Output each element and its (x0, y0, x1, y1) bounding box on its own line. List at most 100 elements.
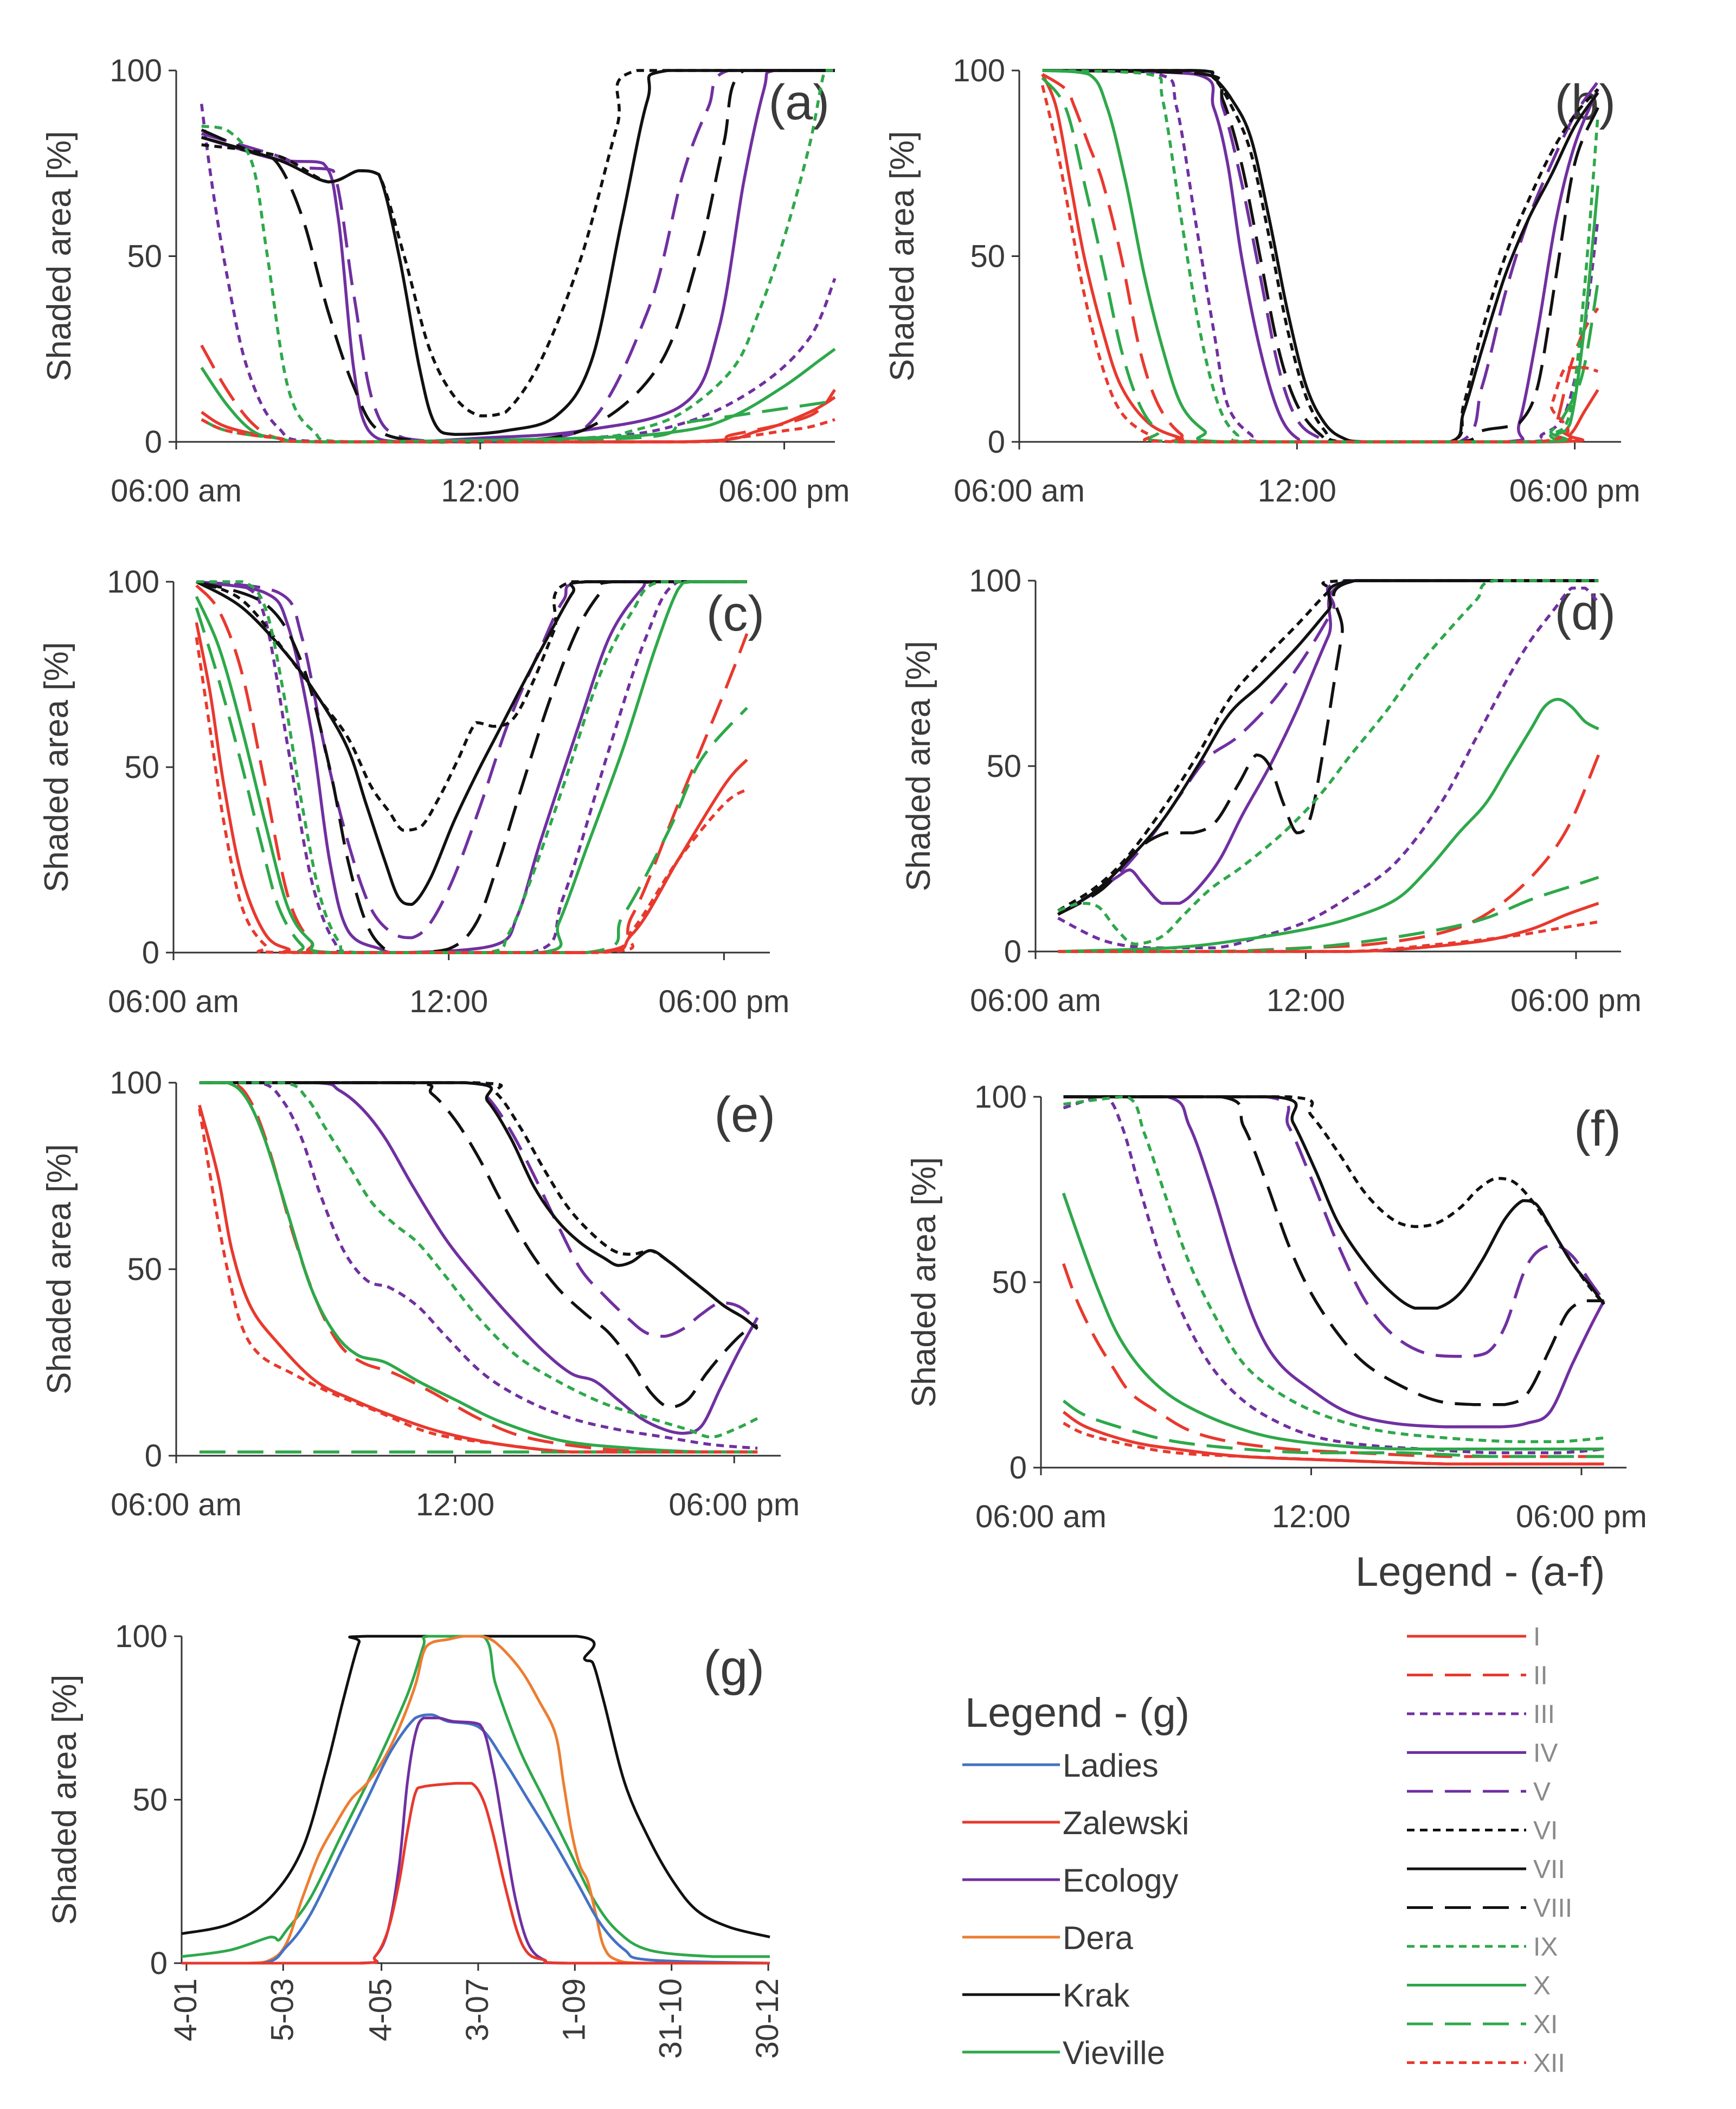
y-tick-label: 0 (1010, 1450, 1027, 1486)
series-line-ix (1042, 69, 1600, 443)
y-tick-label: 100 (974, 1079, 1027, 1115)
y-tick-label: 100 (115, 1619, 168, 1654)
series-line-ix (201, 69, 835, 443)
panel-label: (c) (706, 586, 764, 641)
series-line-vi (201, 69, 835, 417)
legend-af-label: VI (1533, 1817, 1558, 1846)
x-tick-label: 06:00 pm (668, 1487, 800, 1522)
x-tick-label: 06:00 am (970, 983, 1101, 1018)
y-tick-label: 50 (127, 1252, 162, 1287)
series-line-ii (1041, 73, 1599, 443)
panel-label: (b) (1555, 75, 1616, 130)
series-line-ii (1058, 754, 1600, 953)
x-tick-label: 06:00 am (111, 473, 242, 509)
series-line-vi (1042, 69, 1599, 443)
series-line-zalewski (181, 1782, 770, 1965)
series-line-v (199, 1081, 758, 1338)
series-line-xi (1062, 1399, 1604, 1458)
y-tick-label: 0 (1004, 934, 1021, 969)
x-tick-label: 06:00 am (954, 473, 1085, 509)
x-tick-label: 12:00 (441, 473, 519, 509)
y-tick-label: 0 (988, 425, 1005, 460)
legend-g-label: Zalewski (1063, 1805, 1189, 1841)
y-tick-label: 50 (124, 750, 159, 785)
legend-af-label: I (1533, 1623, 1540, 1651)
series-line-xii (1063, 1422, 1604, 1465)
series-line-xii (198, 1108, 758, 1454)
series-line-xii (1041, 85, 1599, 443)
panel-label: (g) (704, 1641, 764, 1696)
series-line-iv (201, 69, 835, 443)
x-tick-label: 5-03 (265, 1978, 300, 2041)
series-line-iii (200, 104, 837, 443)
legend-g: Legend - (g) Ladies Zalewski Ecology Dera Kr… (962, 1690, 1190, 2071)
legend-g-label: Dera (1063, 1920, 1134, 1956)
series-line-vi (1057, 579, 1599, 912)
x-tick-label: 12:00 (1258, 473, 1336, 509)
legend-af-label: VII (1533, 1855, 1565, 1884)
x-tick-label: 12:00 (1272, 1499, 1351, 1534)
panel-c: 0 50 100 06:00 am 12:00 06:00 pm Shaded area [… (38, 564, 789, 1019)
legend-af-label: X (1533, 1972, 1551, 2001)
legend-af-label: XI (1533, 2010, 1558, 2039)
y-tick-label: 50 (132, 1783, 168, 1818)
legend-g-label: Vieville (1063, 2035, 1165, 2071)
x-tick-label: 1-09 (556, 1978, 591, 2041)
series-line-vi (1063, 1095, 1605, 1306)
series-line-iii (1063, 1095, 1604, 1455)
series-line-x (1058, 698, 1599, 953)
series-line-dera (181, 1635, 770, 1965)
series-line-iii (1042, 69, 1600, 443)
panel-g: 0 50 100 4-01 5-03 4-05 3-07 1-09 31-10 30-12 Shad… (46, 1619, 785, 2059)
series-line-iv (1042, 69, 1599, 443)
series-line-i (1058, 902, 1599, 953)
panel-label: (e) (715, 1087, 775, 1142)
series-line-vieville (181, 1635, 770, 1958)
series-line-xii (195, 637, 748, 954)
series-line-viii (1042, 69, 1599, 443)
legend-af-label: V (1533, 1778, 1551, 1806)
series-line-x (1042, 69, 1600, 443)
series-line-xii (1058, 920, 1599, 953)
legend-af-label: IX (1533, 1933, 1558, 1962)
series-line-iii (199, 1081, 758, 1450)
y-tick-label: 50 (992, 1265, 1027, 1300)
series-line-ecology (181, 1716, 770, 1965)
x-tick-label: 4-05 (363, 1978, 398, 2041)
series-line-x (199, 1081, 758, 1454)
panel-label: (d) (1555, 585, 1616, 640)
legend-af-label: II (1533, 1662, 1548, 1690)
y-tick-label: 50 (127, 239, 162, 274)
series-line-ix (196, 580, 747, 954)
series-line-v (201, 69, 835, 443)
series-line-iv (196, 580, 747, 954)
x-tick-label: 12:00 (409, 984, 488, 1019)
series-line-viii (196, 580, 747, 954)
y-tick-label: 0 (145, 425, 162, 460)
x-tick-label: 12:00 (1266, 983, 1345, 1018)
panel-d: 0 50 100 06:00 am 12:00 06:00 pm Shaded area [… (900, 563, 1642, 1018)
x-tick-label: 06:00 pm (1516, 1499, 1647, 1534)
panel-e: 0 50 100 06:00 am 12:00 06:00 pm Shaded area [… (41, 1065, 800, 1522)
series-line-krak (181, 1635, 770, 1939)
series-line-vi (199, 1081, 758, 1330)
panel-f: 0 50 100 06:00 am 12:00 06:00 pm Shaded area [… (905, 1079, 1647, 1534)
series-line-iv (199, 1081, 759, 1435)
legend-af: Legend - (a-f) IIIIIIIVVVIVIIVIIIIXXXIXI… (1355, 1549, 1605, 2078)
series-line-vii (1057, 579, 1599, 916)
series-line-viii (201, 69, 835, 443)
series-line-x (195, 580, 747, 954)
y-tick-label: 0 (150, 1946, 168, 1981)
x-tick-label: 06:00 am (975, 1499, 1107, 1534)
x-tick-label: 12:00 (416, 1487, 494, 1522)
legend-g-label: Ladies (1063, 1747, 1159, 1784)
series-line-vii (195, 580, 747, 906)
y-tick-label: 100 (110, 1065, 162, 1101)
series-line-xi (1058, 876, 1599, 953)
series-line-xi (195, 607, 748, 954)
legend-g-label: Krak (1063, 1977, 1130, 2014)
x-tick-label: 06:00 am (111, 1487, 242, 1522)
y-axis-label: Shaded area [%] (41, 131, 78, 382)
